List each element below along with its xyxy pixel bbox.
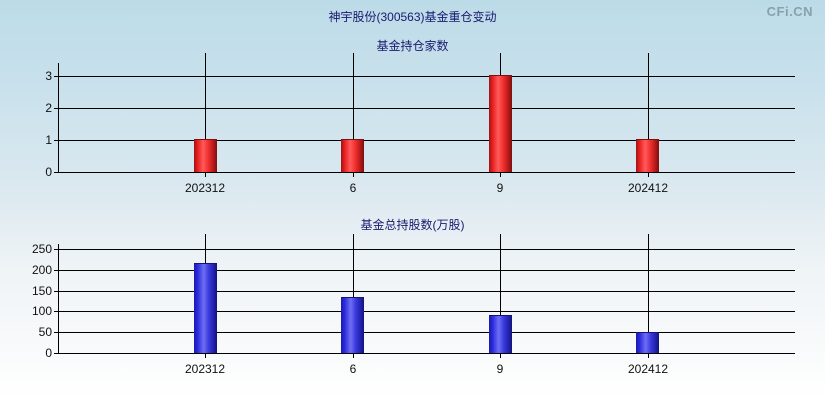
x-tick-label: 202312: [184, 181, 226, 195]
gridline: [58, 290, 795, 292]
x-tick-label: 6: [349, 362, 357, 376]
gridline: [58, 248, 795, 250]
bar: [194, 138, 217, 172]
y-tick-label: 200: [31, 262, 52, 277]
x-tick-label: 202412: [627, 362, 669, 376]
x-tick-mark: [353, 168, 354, 177]
chart-fund-holder-count: 0 1 2 3 202312 6 9 202412: [45, 53, 795, 195]
category-separator: [353, 53, 354, 173]
bar: [489, 74, 512, 172]
x-tick-mark: [500, 168, 501, 177]
y-axis-2: [58, 244, 59, 354]
x-tick-label: 6: [349, 181, 357, 195]
x-tick-mark: [648, 349, 649, 358]
y-tick-label: 0: [45, 165, 52, 179]
x-tick-label: 202412: [627, 181, 669, 195]
chart-1-title: 基金持仓家数: [376, 39, 449, 53]
bar: [341, 296, 364, 353]
category-separator: [205, 53, 206, 173]
category-separator: [648, 234, 649, 354]
y-tick-mark: [54, 75, 58, 77]
chart-fund-total-shares: 0 50 100 150 200 250 202312 6 9 202412: [32, 234, 795, 376]
gridline: [58, 139, 795, 141]
bar: [341, 138, 364, 172]
x-tick-mark: [353, 349, 354, 358]
x-tick-label: 202312: [184, 362, 226, 376]
category-separator: [500, 234, 501, 354]
x-tick-mark: [205, 349, 206, 358]
y-tick-label: 100: [31, 304, 52, 319]
bar: [636, 138, 659, 172]
gridline: [58, 311, 795, 313]
y-tick-mark: [54, 248, 58, 250]
y-tick-mark: [54, 139, 58, 141]
y-tick-label: 3: [45, 68, 52, 83]
y-tick-mark: [54, 311, 58, 313]
x-tick-mark: [648, 168, 649, 177]
gridline: [58, 269, 795, 271]
y-tick-label: 0: [45, 346, 52, 360]
x-tick-label: 9: [496, 362, 504, 376]
y-tick-mark: [54, 332, 58, 334]
y-tick-mark: [54, 172, 58, 173]
y-tick-label: 250: [31, 241, 52, 256]
category-separator: [648, 53, 649, 173]
y-axis-1: [58, 63, 59, 173]
gridline: [58, 107, 795, 109]
y-tick-mark: [54, 290, 58, 292]
y-tick-mark: [54, 269, 58, 271]
y-tick-label: 2: [45, 100, 52, 115]
y-tick-label: 1: [45, 132, 52, 147]
x-tick-mark: [205, 168, 206, 177]
x-tick-mark: [500, 349, 501, 358]
y-tick-mark: [54, 107, 58, 109]
y-tick-label: 150: [31, 283, 52, 298]
gridline: [58, 332, 795, 334]
bar: [636, 332, 659, 353]
bar: [489, 314, 512, 353]
category-separator: [353, 234, 354, 354]
x-tick-label: 9: [496, 181, 504, 195]
page-title: 神宇股份(300563)基金重仓变动: [328, 10, 497, 24]
bar: [194, 262, 217, 353]
gridline: [58, 75, 795, 77]
chart-2-title: 基金总持股数(万股): [360, 218, 465, 232]
x-axis-1: [58, 172, 795, 173]
y-tick-label: 50: [38, 325, 52, 340]
y-tick-mark: [54, 353, 58, 354]
x-axis-2: [58, 353, 795, 354]
watermark: CFi.CN: [766, 4, 813, 19]
